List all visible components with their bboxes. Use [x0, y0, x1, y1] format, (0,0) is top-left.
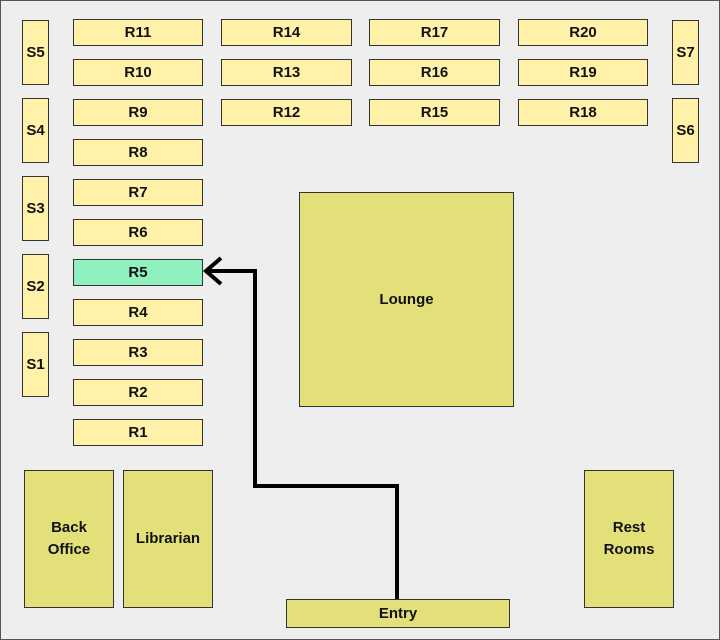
room-r14[interactable]: R14 — [221, 19, 352, 46]
route-arrowhead — [202, 256, 223, 286]
back-office-area[interactable]: Back Office — [24, 470, 114, 608]
study-room-s2[interactable]: S2 — [22, 254, 49, 319]
room-r9[interactable]: R9 — [73, 99, 203, 126]
study-room-s5[interactable]: S5 — [22, 20, 49, 85]
rest-rooms-area[interactable]: Rest Rooms — [584, 470, 674, 608]
room-r5-highlighted[interactable]: R5 — [73, 259, 203, 286]
room-r19[interactable]: R19 — [518, 59, 648, 86]
room-r8[interactable]: R8 — [73, 139, 203, 166]
room-r6[interactable]: R6 — [73, 219, 203, 246]
study-room-s3[interactable]: S3 — [22, 176, 49, 241]
room-r20[interactable]: R20 — [518, 19, 648, 46]
study-room-s1[interactable]: S1 — [22, 332, 49, 397]
study-room-s6[interactable]: S6 — [672, 98, 699, 163]
room-r10[interactable]: R10 — [73, 59, 203, 86]
study-room-s4[interactable]: S4 — [22, 98, 49, 163]
room-r17[interactable]: R17 — [369, 19, 500, 46]
room-r18[interactable]: R18 — [518, 99, 648, 126]
room-r16[interactable]: R16 — [369, 59, 500, 86]
librarian-area[interactable]: Librarian — [123, 470, 213, 608]
room-r4[interactable]: R4 — [73, 299, 203, 326]
room-r13[interactable]: R13 — [221, 59, 352, 86]
room-r2[interactable]: R2 — [73, 379, 203, 406]
room-r15[interactable]: R15 — [369, 99, 500, 126]
room-r3[interactable]: R3 — [73, 339, 203, 366]
study-room-s7[interactable]: S7 — [672, 20, 699, 85]
lounge-area[interactable]: Lounge — [299, 192, 514, 407]
room-r11[interactable]: R11 — [73, 19, 203, 46]
room-r7[interactable]: R7 — [73, 179, 203, 206]
entry-area[interactable]: Entry — [286, 599, 510, 628]
route-line — [208, 269, 399, 599]
room-r1[interactable]: R1 — [73, 419, 203, 446]
room-r12[interactable]: R12 — [221, 99, 352, 126]
